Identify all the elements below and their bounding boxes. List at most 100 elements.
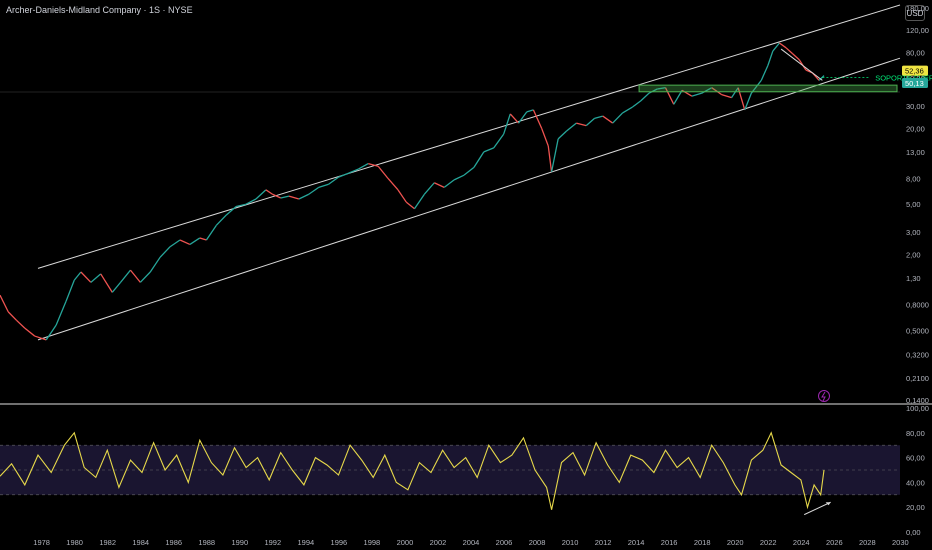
price-segment: [288, 195, 300, 200]
price-segment: [767, 50, 774, 66]
rsi-axis-tick-label: 60,00: [906, 454, 925, 463]
price-segment: [100, 273, 113, 293]
price-segment: [0, 294, 9, 313]
price-segment: [503, 113, 511, 135]
price-axis-tick-label: 180,00: [906, 4, 929, 13]
price-segment: [518, 111, 528, 124]
channel-lower-line: [37, 57, 901, 341]
time-axis-tick-label: 2006: [496, 538, 513, 547]
time-axis-tick-label: 2016: [661, 538, 678, 547]
price-segment: [632, 100, 642, 108]
time-axis-tick-label: 2002: [430, 538, 447, 547]
price-segment: [493, 133, 505, 149]
price-label-box: [902, 65, 928, 76]
price-axis-tick-label: 0,2100: [906, 374, 929, 383]
rsi-axis-tick-label: 20,00: [906, 503, 925, 512]
price-segment: [358, 163, 369, 170]
price-segment: [779, 42, 787, 49]
price-axis-tick-label: 80,00: [906, 48, 925, 57]
price-segment: [701, 87, 713, 94]
price-segment: [434, 182, 445, 188]
price-segment: [550, 138, 559, 173]
price-segment: [585, 117, 595, 127]
price-segment: [526, 109, 534, 113]
time-axis-tick-label: 2030: [892, 538, 909, 547]
axes: 180,00120,0080,0050,0030,0020,0013,008,0…: [0, 4, 932, 547]
time-axis-tick-label: 2000: [397, 538, 414, 547]
price-segment: [818, 75, 825, 81]
price-segment: [90, 273, 102, 283]
price-axis-tick-label: 13,00: [906, 148, 925, 157]
price-segment: [7, 311, 17, 321]
price-segment: [405, 201, 415, 210]
rsi-axis-tick-label: 40,00: [906, 478, 925, 487]
price-segment: [199, 237, 207, 241]
lightning-icon: [818, 390, 830, 402]
price-segment: [423, 182, 435, 195]
price-segment: [120, 269, 131, 283]
price-segment: [45, 324, 57, 341]
price-segment: [139, 271, 151, 283]
price-axis-tick-label: 0,3200: [906, 351, 929, 360]
price-segment: [640, 92, 650, 102]
time-axis-tick-label: 2014: [628, 538, 645, 547]
price-axis-tick-label: 5,00: [906, 200, 921, 209]
time-axis-tick-label: 2028: [859, 538, 876, 547]
price-segment: [547, 145, 553, 173]
price-segment: [750, 79, 762, 94]
price-segment: [205, 224, 217, 241]
price-segment: [648, 88, 658, 94]
price-segment: [443, 179, 455, 188]
price-segment: [657, 87, 666, 90]
time-axis-tick-label: 1992: [264, 538, 281, 547]
price-segment: [159, 246, 171, 258]
price-segment: [691, 92, 703, 97]
rsi-axis-tick-label: 0,00: [906, 528, 921, 537]
price-segment: [189, 237, 201, 245]
price-segment: [566, 122, 577, 132]
price-segment: [509, 113, 520, 124]
time-axis-tick-label: 1982: [99, 538, 116, 547]
price-label-box: [902, 77, 928, 88]
price-segment: [785, 47, 794, 55]
price-segment: [149, 256, 161, 273]
time-axis-tick-label: 1988: [198, 538, 215, 547]
price-segment: [622, 106, 633, 114]
price-segment: [338, 172, 349, 178]
price-segment: [557, 130, 567, 140]
price-segment: [731, 87, 739, 99]
rsi-axis-tick-label: 100,00: [906, 404, 929, 413]
price-segment: [65, 279, 75, 302]
time-axis-tick-label: 2010: [562, 538, 579, 547]
time-axis-tick-label: 1998: [364, 538, 381, 547]
rsi-line: [0, 431, 825, 510]
price-axis-tick-label: 8,00: [906, 174, 921, 183]
price-segment: [255, 189, 267, 200]
price-segment: [673, 90, 683, 105]
price-axis-tick-label: 0,1400: [906, 396, 929, 405]
time-axis-tick-label: 1996: [331, 538, 348, 547]
price-segment: [532, 109, 543, 129]
price-segment: [760, 65, 769, 81]
price-segment: [387, 178, 399, 191]
currency-button[interactable]: USD: [905, 5, 925, 21]
time-axis-tick-label: 2024: [793, 538, 810, 547]
price-segment: [24, 327, 36, 337]
price-segment: [111, 281, 122, 293]
time-axis-tick-label: 1990: [231, 538, 248, 547]
price-segment: [215, 214, 227, 226]
symbol-title: Archer-Daniels-Midland Company · 1S · NY…: [6, 5, 193, 15]
price-segment: [594, 115, 603, 119]
price-segment: [721, 94, 732, 99]
price-segment: [664, 87, 675, 105]
price-axis-tick-label: 0,5000: [906, 326, 929, 335]
time-axis-tick-label: 2020: [727, 538, 744, 547]
time-axis-tick-label: 2004: [463, 538, 480, 547]
time-axis-tick-label: 1994: [298, 538, 315, 547]
price-axis-tick-label: 120,00: [906, 26, 929, 35]
price-segment: [245, 198, 257, 205]
price-segment: [377, 165, 389, 179]
time-axis-tick-label: 1980: [66, 538, 83, 547]
